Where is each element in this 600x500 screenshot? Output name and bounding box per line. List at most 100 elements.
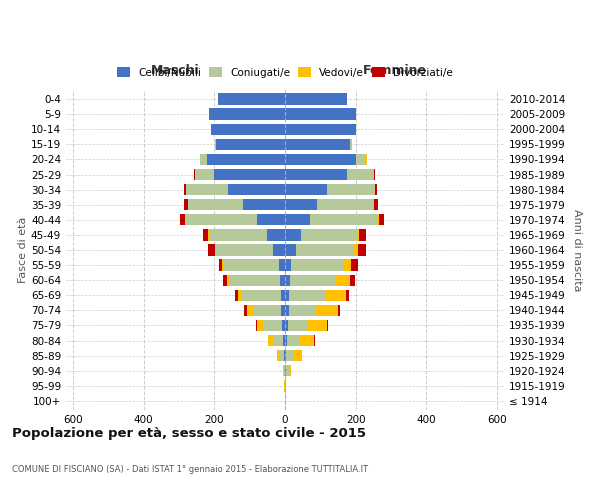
Bar bbox=[282, 320, 285, 331]
Bar bbox=[307, 320, 326, 331]
Bar bbox=[253, 304, 281, 316]
Bar bbox=[281, 304, 285, 316]
Bar bbox=[218, 94, 285, 104]
Bar bbox=[215, 138, 216, 150]
Bar bbox=[216, 244, 272, 256]
Bar bbox=[285, 290, 289, 301]
Bar bbox=[185, 214, 186, 226]
Bar bbox=[377, 214, 379, 226]
Bar bbox=[354, 244, 358, 256]
Bar bbox=[188, 199, 242, 210]
Bar bbox=[290, 274, 336, 286]
Bar bbox=[343, 260, 352, 271]
Bar bbox=[242, 290, 281, 301]
Bar bbox=[347, 169, 373, 180]
Bar bbox=[285, 214, 310, 226]
Bar bbox=[301, 229, 358, 240]
Bar bbox=[203, 229, 208, 240]
Bar bbox=[272, 244, 285, 256]
Bar bbox=[285, 320, 288, 331]
Bar bbox=[238, 290, 242, 301]
Bar bbox=[281, 290, 285, 301]
Bar bbox=[285, 124, 356, 135]
Bar bbox=[326, 290, 346, 301]
Bar bbox=[338, 304, 340, 316]
Bar bbox=[289, 290, 326, 301]
Bar bbox=[285, 304, 289, 316]
Bar bbox=[285, 380, 286, 392]
Bar bbox=[235, 290, 238, 301]
Bar bbox=[247, 304, 253, 316]
Bar bbox=[374, 199, 377, 210]
Bar bbox=[328, 184, 375, 196]
Bar bbox=[285, 260, 292, 271]
Bar bbox=[358, 244, 366, 256]
Bar bbox=[350, 138, 352, 150]
Bar bbox=[227, 274, 230, 286]
Bar bbox=[310, 214, 377, 226]
Bar bbox=[285, 244, 296, 256]
Bar bbox=[352, 260, 358, 271]
Bar bbox=[287, 335, 299, 346]
Bar bbox=[208, 229, 209, 240]
Bar bbox=[326, 320, 328, 331]
Bar bbox=[277, 350, 280, 362]
Text: Popolazione per età, sesso e stato civile - 2015: Popolazione per età, sesso e stato civil… bbox=[12, 428, 366, 440]
Bar bbox=[289, 365, 292, 376]
Bar bbox=[285, 108, 356, 120]
Bar bbox=[280, 274, 285, 286]
Y-axis label: Fasce di età: Fasce di età bbox=[18, 217, 28, 283]
Bar bbox=[285, 94, 347, 104]
Bar bbox=[200, 154, 207, 165]
Bar bbox=[315, 304, 338, 316]
Bar bbox=[208, 244, 215, 256]
Bar bbox=[376, 184, 377, 196]
Bar bbox=[285, 229, 301, 240]
Bar bbox=[268, 335, 272, 346]
Bar bbox=[218, 260, 222, 271]
Bar bbox=[215, 244, 216, 256]
Bar bbox=[285, 199, 317, 210]
Bar bbox=[296, 244, 354, 256]
Bar bbox=[263, 320, 282, 331]
Bar bbox=[195, 169, 214, 180]
Bar bbox=[184, 199, 188, 210]
Bar bbox=[314, 335, 316, 346]
Bar bbox=[272, 335, 283, 346]
Bar bbox=[186, 184, 229, 196]
Bar bbox=[289, 304, 315, 316]
Bar bbox=[285, 350, 286, 362]
Bar bbox=[317, 199, 373, 210]
Bar bbox=[278, 260, 285, 271]
Bar bbox=[214, 169, 285, 180]
Bar bbox=[280, 350, 284, 362]
Bar bbox=[230, 274, 280, 286]
Bar bbox=[268, 229, 285, 240]
Bar bbox=[286, 350, 293, 362]
Bar bbox=[211, 124, 285, 135]
Text: COMUNE DI FISCIANO (SA) - Dati ISTAT 1° gennaio 2015 - Elaborazione TUTTITALIA.I: COMUNE DI FISCIANO (SA) - Dati ISTAT 1° … bbox=[12, 465, 368, 474]
Bar bbox=[283, 365, 285, 376]
Bar bbox=[346, 290, 349, 301]
Bar bbox=[285, 274, 290, 286]
Bar bbox=[285, 184, 328, 196]
Bar bbox=[242, 199, 285, 210]
Bar bbox=[285, 169, 347, 180]
Bar bbox=[285, 365, 286, 376]
Bar bbox=[222, 260, 224, 271]
Bar bbox=[207, 154, 285, 165]
Text: Femmine: Femmine bbox=[362, 64, 427, 77]
Bar bbox=[288, 320, 307, 331]
Bar bbox=[256, 320, 257, 331]
Bar bbox=[292, 260, 343, 271]
Bar bbox=[284, 350, 285, 362]
Bar bbox=[283, 335, 285, 346]
Bar bbox=[224, 260, 278, 271]
Legend: Celibi/Nubili, Coniugati/e, Vedovi/e, Divorziati/e: Celibi/Nubili, Coniugati/e, Vedovi/e, Di… bbox=[113, 63, 457, 82]
Y-axis label: Anni di nascita: Anni di nascita bbox=[572, 209, 582, 291]
Bar bbox=[299, 335, 314, 346]
Bar bbox=[216, 138, 285, 150]
Bar bbox=[223, 274, 227, 286]
Bar bbox=[186, 214, 257, 226]
Bar bbox=[374, 169, 375, 180]
